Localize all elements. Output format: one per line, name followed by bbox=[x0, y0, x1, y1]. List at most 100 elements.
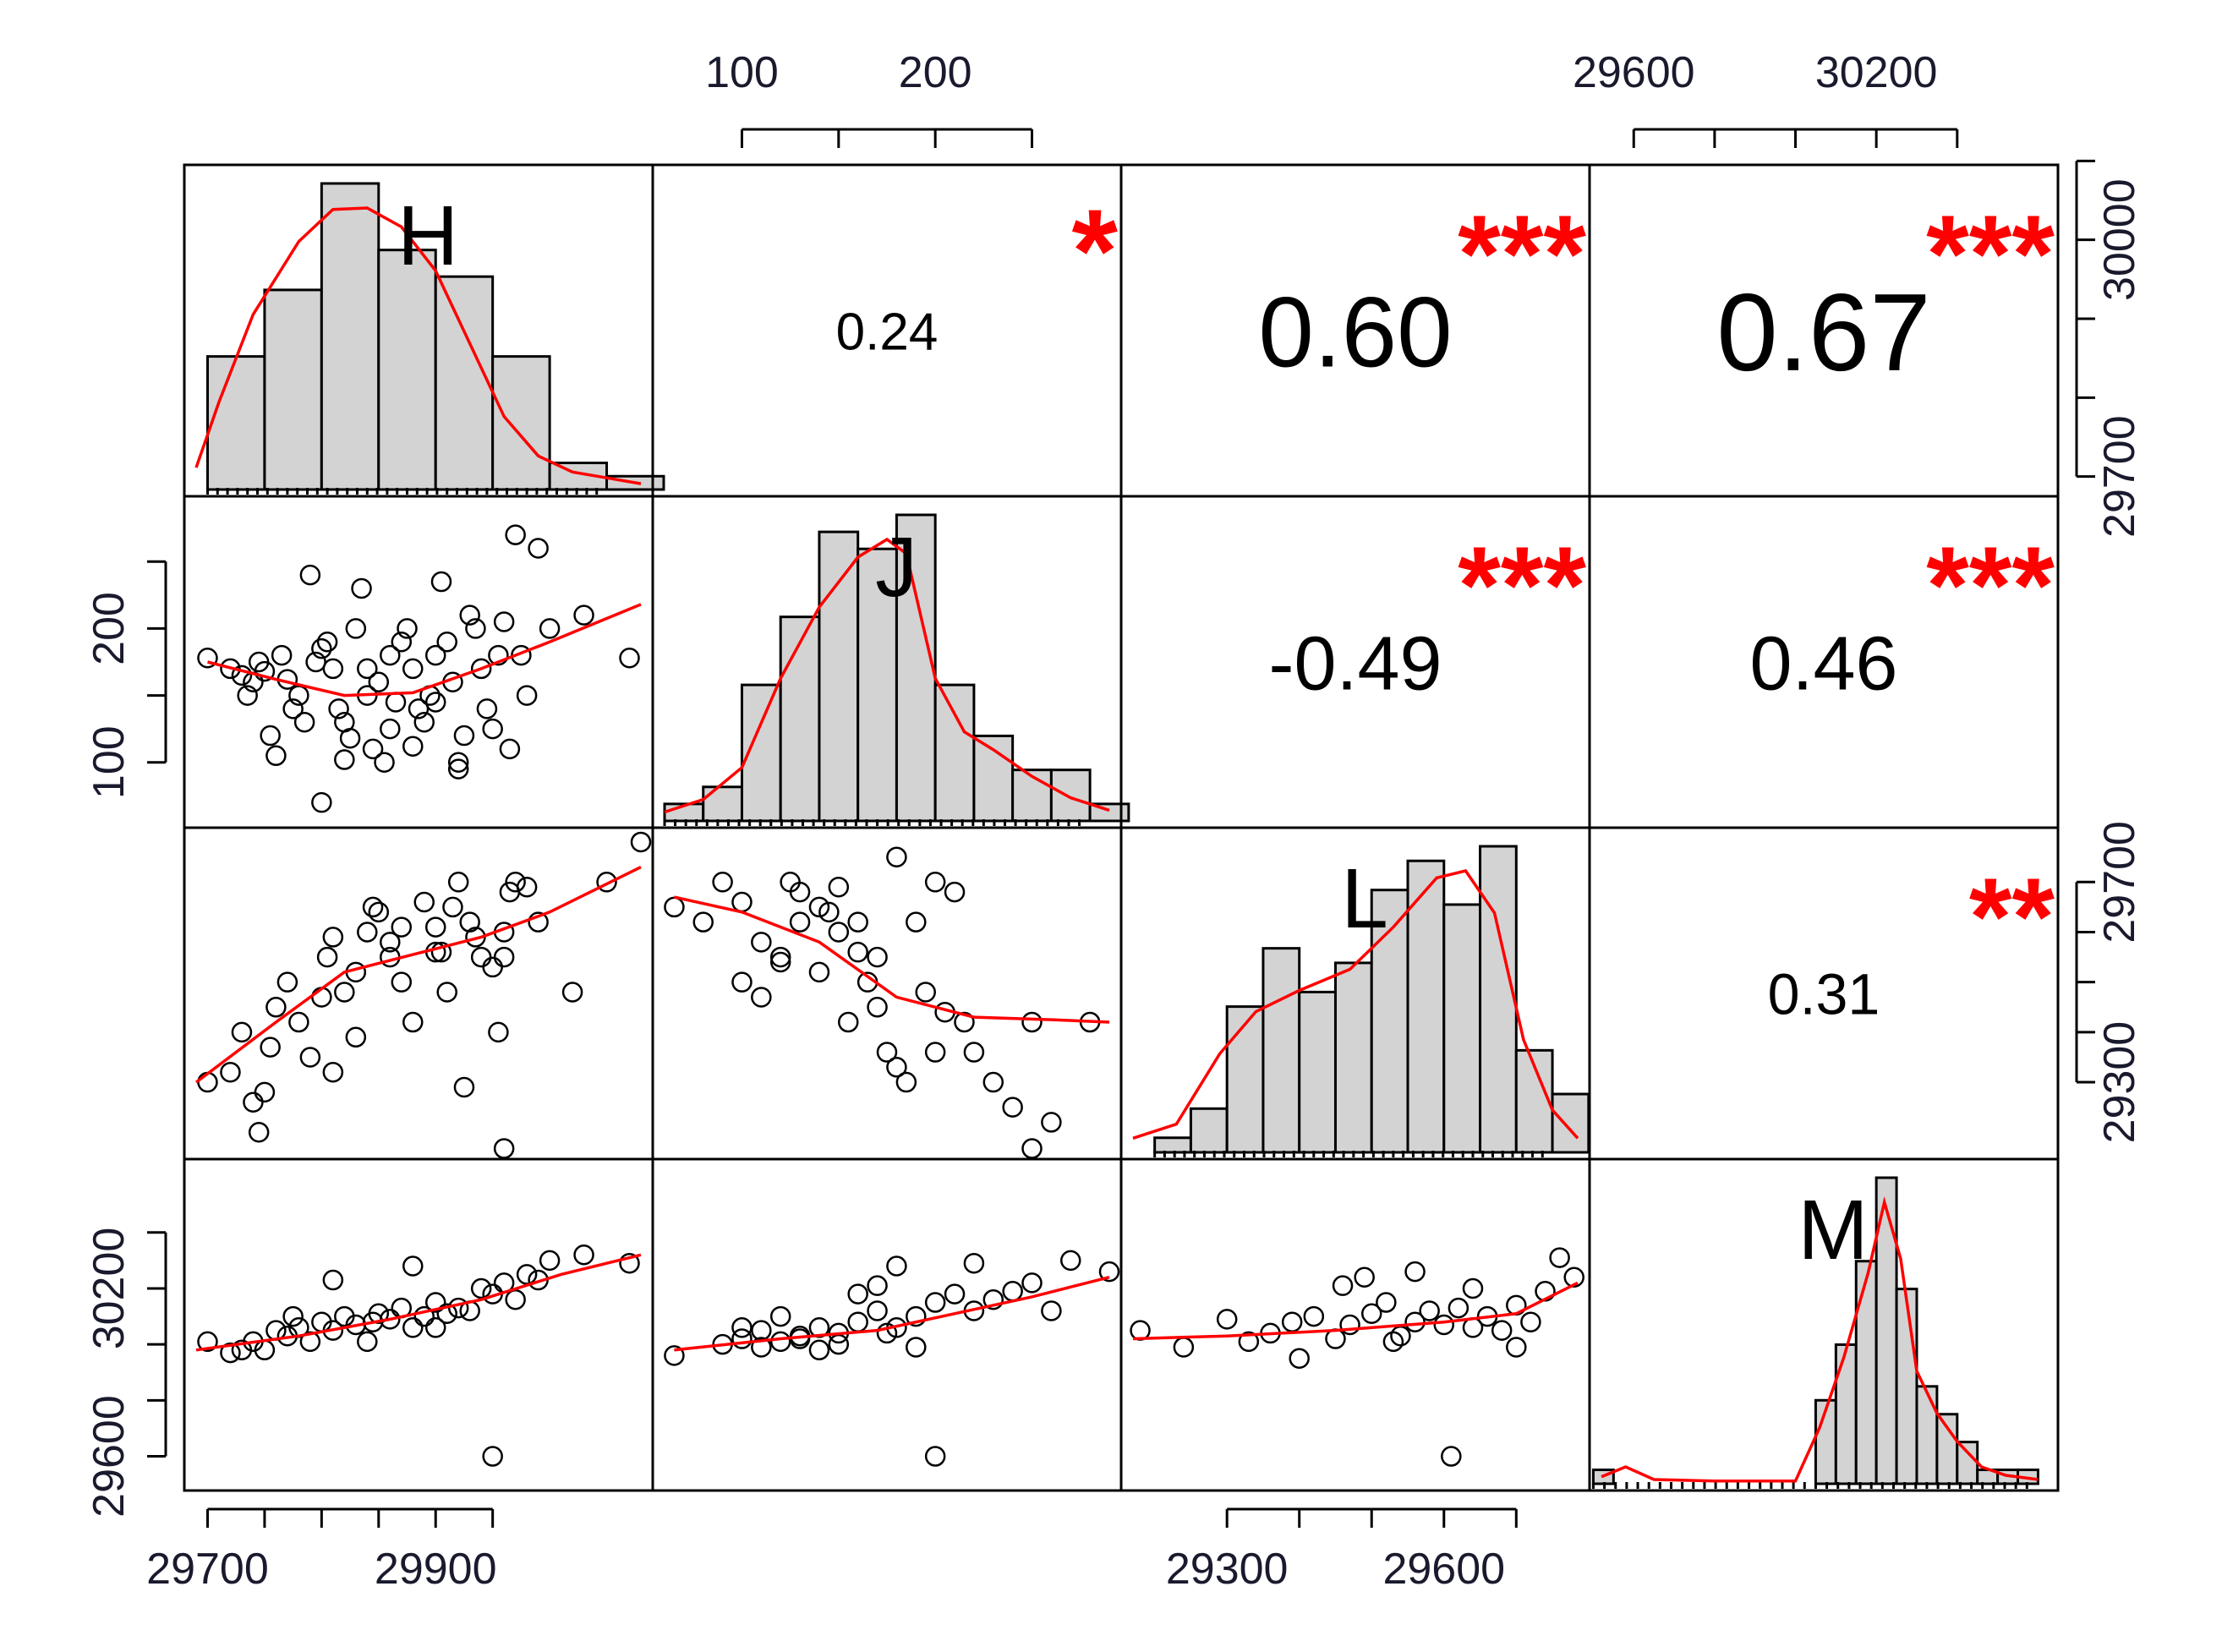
scatter-point-j-h bbox=[322, 658, 344, 680]
scatter-point-l-j bbox=[886, 1057, 907, 1078]
scatter-point-j-h bbox=[453, 725, 475, 747]
scatter-point-j-h bbox=[328, 698, 349, 719]
scatter-point-l-h bbox=[402, 1011, 424, 1033]
scatter-point-m-h bbox=[402, 1255, 424, 1277]
scatter-point-m-j bbox=[847, 1283, 868, 1305]
scatter-point-j-h bbox=[334, 749, 355, 770]
scatter-point-m-l bbox=[1506, 1337, 1527, 1358]
bottom-tick-label: 29900 bbox=[375, 1545, 497, 1594]
histogram-bar-h bbox=[320, 182, 380, 491]
scatter-point-m-l bbox=[1462, 1317, 1484, 1338]
scatter-point-j-h bbox=[362, 738, 384, 760]
scatter-point-m-h bbox=[357, 1331, 378, 1353]
scatter-point-l-j bbox=[886, 846, 907, 867]
scatter-point-l-j bbox=[924, 1042, 946, 1063]
top-tick-label: 200 bbox=[899, 48, 972, 97]
significance-stars-j-l: *** bbox=[1458, 523, 1586, 647]
left-tick-label: 200 bbox=[85, 592, 134, 665]
scatter-point-l-h bbox=[322, 927, 344, 948]
scatter-point-l-h bbox=[424, 916, 446, 938]
scatter-point-l-j bbox=[867, 997, 888, 1018]
scatter-point-j-h bbox=[380, 644, 401, 666]
panel-frame bbox=[1119, 1157, 1591, 1492]
scatter-point-j-h bbox=[413, 711, 435, 733]
panel-text-layer: HJLM0.24*0.60***0.67***-0.49***0.46***0.… bbox=[397, 184, 2055, 1277]
scatter-point-l-h bbox=[391, 971, 413, 993]
scatter-point-m-j bbox=[828, 1333, 850, 1355]
scatter-point-j-h bbox=[311, 637, 332, 659]
scatter-point-l-h bbox=[436, 982, 457, 1003]
scatter-point-j-h bbox=[197, 648, 218, 669]
scatter-point-m-j bbox=[876, 1322, 898, 1344]
loess-curve-m-h bbox=[195, 1253, 642, 1352]
variable-label-j: J bbox=[875, 520, 917, 615]
scatter-point-m-h bbox=[424, 1317, 446, 1338]
histogram-bar-l bbox=[1189, 1107, 1229, 1154]
histogram-bars-layer bbox=[205, 182, 2039, 1485]
scatter-point-l-h bbox=[260, 1037, 281, 1058]
histogram-bar-l bbox=[1479, 845, 1518, 1154]
histogram-bar-h bbox=[263, 288, 323, 491]
scatter-point-l-h bbox=[630, 831, 652, 853]
scatter-point-j-h bbox=[499, 738, 521, 760]
histogram-bar-m bbox=[1956, 1441, 1979, 1485]
scatter-point-l-h bbox=[596, 872, 617, 893]
scatter-point-j-h bbox=[402, 658, 424, 680]
histogram-bar-l bbox=[1442, 903, 1482, 1154]
scatter-point-j-h bbox=[316, 632, 338, 653]
scatter-point-m-h bbox=[516, 1264, 538, 1285]
scatter-point-j-h bbox=[391, 632, 413, 653]
loess-curve-j-h bbox=[207, 603, 642, 697]
scatter-point-l-h bbox=[197, 1071, 218, 1093]
histogram-bar-j bbox=[702, 785, 743, 823]
scatter-point-j-h bbox=[459, 604, 480, 626]
scatter-point-m-l bbox=[1441, 1446, 1462, 1467]
correlation-value-h-l: 0.60 bbox=[1258, 276, 1452, 387]
density-curve-h bbox=[194, 206, 642, 485]
loess-curve-l-h bbox=[194, 866, 642, 1084]
histogram-bar-j bbox=[933, 683, 976, 823]
scatter-point-l-h bbox=[442, 896, 463, 918]
scatter-point-j-h bbox=[299, 564, 321, 586]
scatter-point-m-h bbox=[436, 1303, 457, 1325]
scatter-point-m-j bbox=[1021, 1138, 1043, 1159]
scatter-point-m-l bbox=[1238, 1331, 1260, 1353]
histogram-bar-m bbox=[1895, 1288, 1918, 1485]
scatter-point-j-h bbox=[476, 698, 498, 719]
histogram-bar-j bbox=[818, 530, 860, 823]
scatter-point-j-h bbox=[254, 660, 276, 682]
scatter-point-l-h bbox=[380, 932, 401, 953]
scatter-point-j-h bbox=[237, 685, 258, 706]
scatter-point-j-h bbox=[424, 692, 446, 713]
scatter-point-l-h bbox=[493, 946, 515, 968]
scatter-point-m-j bbox=[731, 1328, 753, 1349]
scatter-point-m-l bbox=[1419, 1300, 1440, 1321]
loess-curve-m-j bbox=[674, 1276, 1110, 1352]
scatter-point-j-h bbox=[345, 618, 367, 639]
scatter-point-l-h bbox=[288, 1011, 309, 1033]
scatter-point-m-j bbox=[1060, 1250, 1081, 1272]
scatter-point-m-j bbox=[924, 1446, 946, 1467]
scatter-point-m-l bbox=[1491, 1320, 1513, 1341]
scatter-point-m-l bbox=[1462, 1277, 1484, 1299]
rug-marks-layer bbox=[205, 488, 2028, 1489]
scatter-point-m-h bbox=[402, 1317, 424, 1338]
variable-label-h: H bbox=[397, 189, 458, 283]
scatter-point-m-j bbox=[906, 1337, 927, 1358]
right-tick-label: 30000 bbox=[2095, 178, 2144, 301]
scatter-point-l-j bbox=[828, 922, 850, 943]
scatter-point-l-h bbox=[470, 946, 492, 968]
scatter-point-m-j bbox=[769, 1331, 791, 1353]
scatter-point-m-j bbox=[1041, 1300, 1062, 1321]
scatter-point-m-j bbox=[731, 1317, 753, 1338]
histogram-bar-l bbox=[1225, 1005, 1265, 1154]
scatter-point-m-l bbox=[1549, 1247, 1570, 1268]
scatter-point-j-h bbox=[424, 644, 446, 666]
scatter-point-m-l bbox=[1563, 1266, 1584, 1288]
scatter-point-j-h bbox=[231, 665, 253, 687]
scatter-point-l-h bbox=[231, 1021, 253, 1043]
scatter-point-m-j bbox=[924, 1292, 946, 1313]
variable-label-l: L bbox=[1341, 851, 1388, 946]
scatter-point-l-h bbox=[391, 916, 413, 938]
